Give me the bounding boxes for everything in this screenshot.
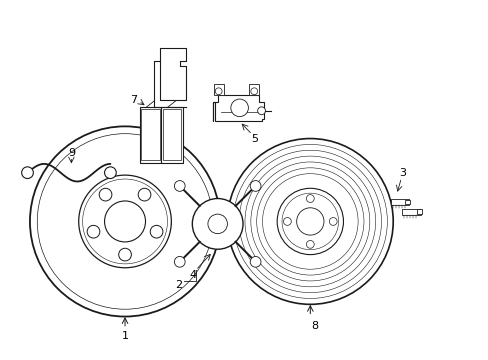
- Circle shape: [30, 126, 220, 316]
- Circle shape: [257, 107, 265, 115]
- Circle shape: [104, 201, 145, 242]
- Circle shape: [207, 214, 227, 234]
- Circle shape: [306, 195, 314, 202]
- Circle shape: [79, 175, 171, 268]
- Circle shape: [174, 256, 185, 267]
- Text: 3: 3: [399, 168, 406, 178]
- Polygon shape: [212, 95, 264, 121]
- Circle shape: [250, 181, 261, 191]
- Text: 9: 9: [68, 148, 75, 158]
- Bar: [141, 109, 159, 161]
- Circle shape: [215, 88, 222, 95]
- Circle shape: [296, 208, 324, 235]
- Circle shape: [192, 198, 243, 249]
- Circle shape: [138, 188, 151, 201]
- Circle shape: [87, 225, 100, 238]
- Bar: [161, 107, 182, 163]
- Text: 7: 7: [129, 95, 137, 104]
- Text: 4: 4: [189, 270, 197, 280]
- Text: 5: 5: [250, 134, 257, 144]
- Circle shape: [250, 88, 257, 95]
- Circle shape: [250, 256, 261, 267]
- Circle shape: [174, 181, 185, 191]
- Text: 8: 8: [311, 321, 318, 332]
- Bar: [390, 199, 408, 205]
- Circle shape: [150, 225, 163, 238]
- Bar: [401, 209, 420, 215]
- Circle shape: [227, 139, 392, 304]
- Circle shape: [21, 167, 33, 179]
- Circle shape: [104, 167, 116, 179]
- Text: 6: 6: [141, 126, 148, 136]
- Bar: [162, 109, 181, 161]
- Bar: [213, 84, 223, 95]
- Text: 1: 1: [122, 331, 128, 341]
- Circle shape: [119, 248, 131, 261]
- Circle shape: [99, 188, 112, 201]
- Bar: [416, 209, 421, 214]
- Bar: [249, 84, 259, 95]
- Bar: [405, 199, 409, 204]
- Circle shape: [329, 217, 336, 225]
- Text: 2: 2: [175, 280, 182, 290]
- Bar: [140, 107, 161, 163]
- Circle shape: [277, 188, 343, 255]
- Circle shape: [306, 240, 314, 248]
- Circle shape: [283, 217, 291, 225]
- Circle shape: [230, 99, 248, 117]
